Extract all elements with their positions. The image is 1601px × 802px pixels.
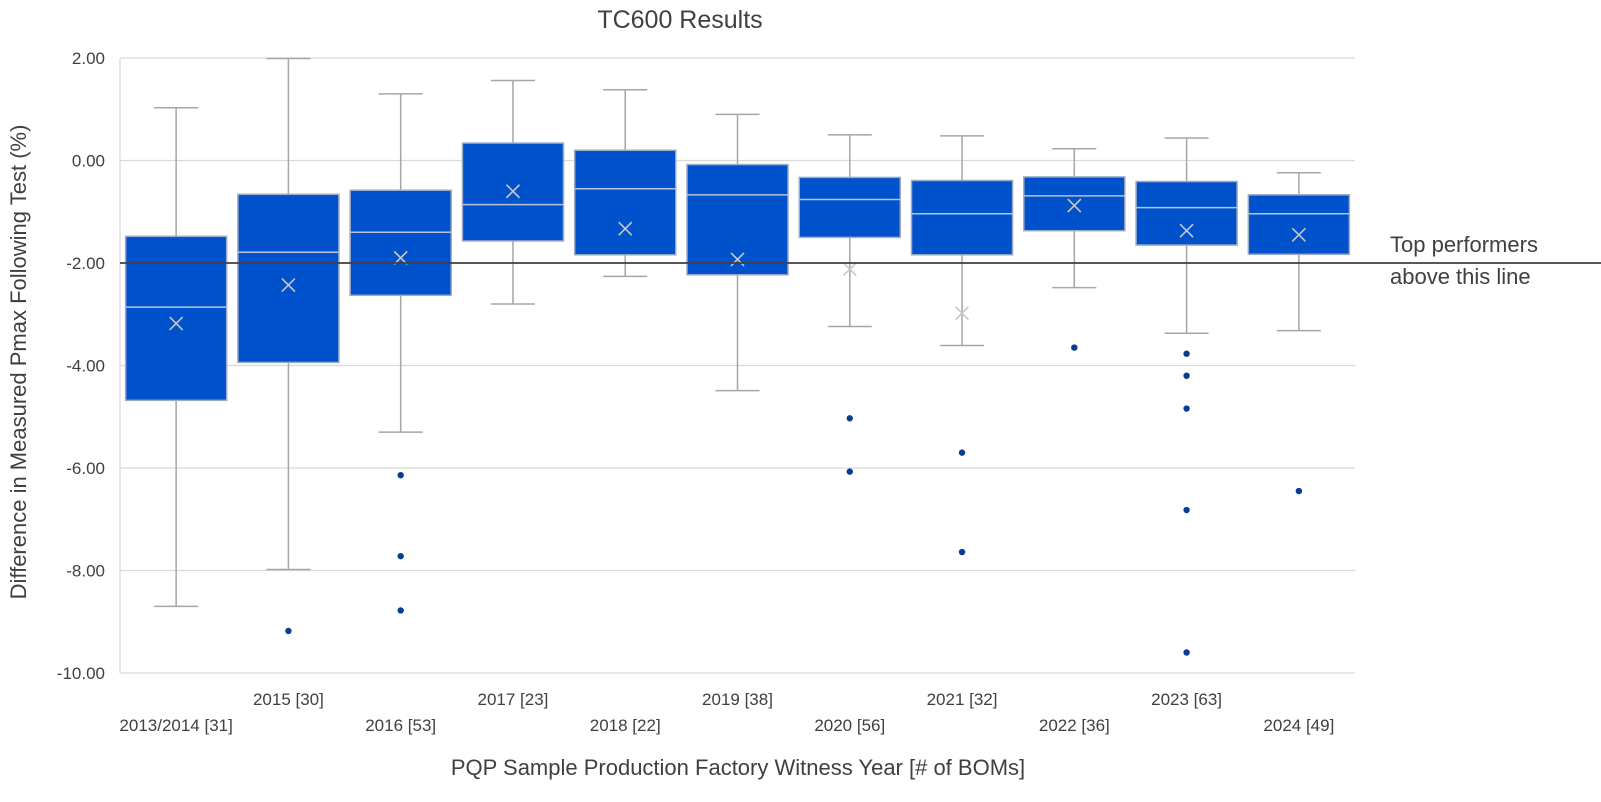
x-category-label: 2017 [23] (478, 690, 549, 709)
y-tick-label: 0.00 (72, 152, 105, 171)
box-2 (237, 57, 340, 635)
box-8 (910, 135, 1014, 556)
outlier-point (1183, 649, 1190, 656)
x-category-label: 2021 [32] (927, 690, 998, 709)
outlier-point (397, 471, 404, 479)
iqr-box (1135, 180, 1238, 246)
reference-note-line-2: above this line (1390, 264, 1531, 289)
box-10 (1135, 137, 1238, 656)
outlier-point (958, 548, 966, 556)
y-tick-label: -6.00 (66, 459, 105, 478)
mean-marker (954, 306, 970, 321)
iqr-box (798, 176, 902, 239)
mean-marker (1179, 223, 1194, 238)
y-tick-label: -2.00 (66, 254, 105, 273)
outlier-point (1183, 372, 1190, 379)
box-9 (1023, 147, 1126, 351)
outlier-point (1183, 506, 1190, 514)
box-5 (573, 89, 677, 278)
iqr-box (349, 189, 452, 297)
y-axis-title: Difference in Measured Pmax Following Te… (6, 125, 31, 600)
chart-title: TC600 Results (597, 6, 762, 34)
box-6 (686, 113, 789, 392)
y-tick-label: -8.00 (66, 562, 105, 581)
iqr-box (1247, 194, 1351, 256)
outlier-point (846, 468, 853, 475)
box-11 (1247, 172, 1351, 495)
box-7 (798, 134, 902, 475)
outlier-point (397, 607, 404, 614)
outlier-point (397, 552, 404, 560)
x-category-label: 2015 [30] (253, 690, 324, 709)
outlier-point (846, 415, 853, 422)
x-category-label: 2020 [56] (814, 716, 885, 735)
reference-note-line-1: Top performers (1390, 232, 1538, 257)
x-category-label: 2019 [38] (702, 690, 773, 709)
iqr-box (1023, 176, 1126, 232)
x-category-label: 2018 [22] (590, 716, 661, 735)
y-tick-label: -4.00 (66, 357, 105, 376)
y-tick-label: 2.00 (72, 49, 105, 68)
outlier-point (958, 449, 966, 456)
box-3 (349, 93, 452, 614)
x-category-label: 2013/2014 [31] (119, 716, 232, 735)
outlier-point (1183, 405, 1190, 412)
iqr-box (573, 149, 677, 256)
mean-marker (618, 221, 633, 236)
mean-marker (1067, 198, 1082, 213)
mean-marker (281, 277, 296, 293)
box-4 (461, 79, 565, 305)
outlier-point (1295, 487, 1303, 495)
x-category-label: 2016 [53] (365, 716, 436, 735)
x-category-label: 2022 [36] (1039, 716, 1110, 735)
mean-marker (505, 184, 521, 199)
iqr-box (686, 163, 789, 276)
mean-marker (169, 316, 184, 331)
boxes-group (124, 57, 1351, 656)
x-category-label: 2024 [49] (1263, 716, 1334, 735)
x-category-label: 2023 [63] (1151, 690, 1222, 709)
mean-marker (1291, 227, 1306, 242)
outlier-point (285, 627, 292, 635)
box-1 (124, 106, 228, 608)
outlier-point (1071, 344, 1078, 351)
outlier-point (1183, 350, 1190, 357)
iqr-box (124, 235, 228, 402)
iqr-box (237, 193, 340, 364)
y-tick-label: -10.00 (57, 664, 105, 683)
x-axis-title: PQP Sample Production Factory Witness Ye… (451, 755, 1025, 780)
iqr-box (910, 179, 1014, 256)
mean-marker (842, 262, 857, 277)
